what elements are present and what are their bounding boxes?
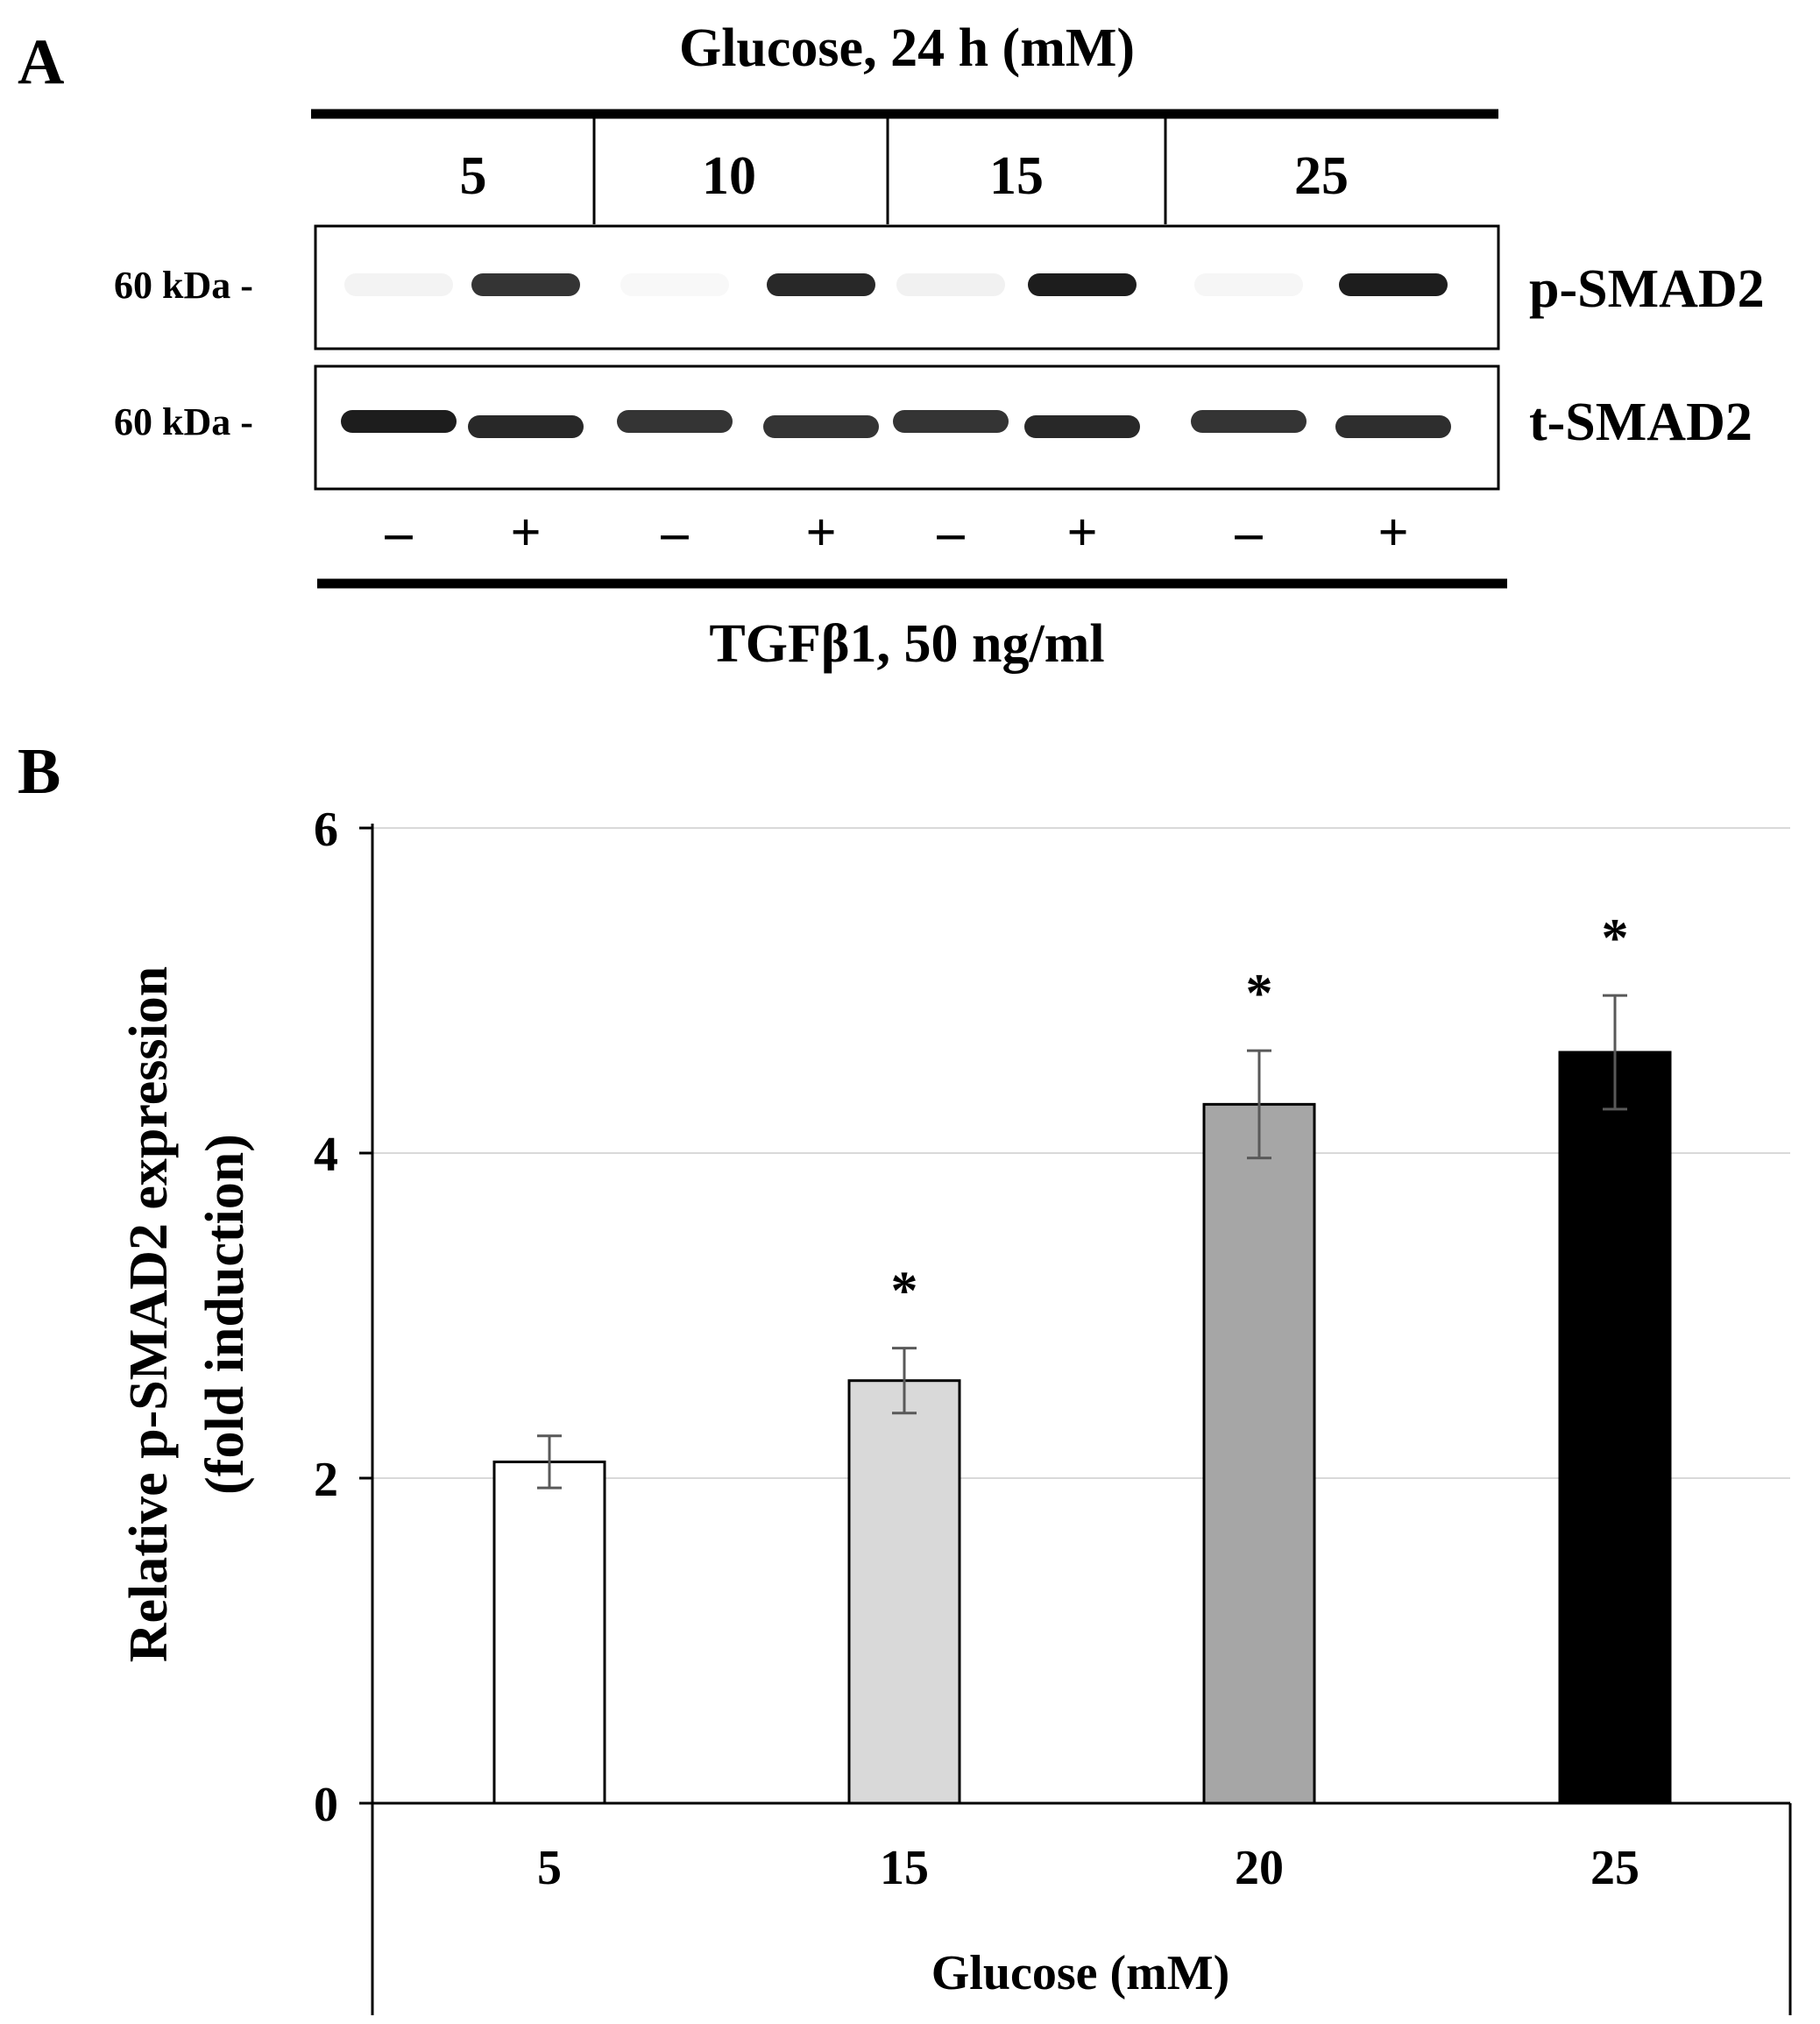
p-smad2-band (1194, 273, 1303, 296)
t-smad2-band (468, 415, 584, 438)
y-tick-label: 4 (314, 1128, 338, 1182)
t-smad2-band (341, 410, 457, 433)
p-smad2-band (1339, 273, 1448, 296)
x-tick-label: 20 (1235, 1841, 1284, 1895)
x-tick-label: 5 (537, 1841, 562, 1895)
y-tick-label: 0 (314, 1778, 338, 1832)
bar (847, 1379, 961, 1805)
row-1-marker: 60 kDa - (114, 264, 253, 307)
t-smad2-band (893, 410, 1009, 433)
glucose-group-label: 25 (1294, 146, 1349, 206)
glucose-group-label: 10 (702, 146, 756, 206)
p-smad2-band (471, 273, 580, 296)
significance-marker: * (1602, 909, 1629, 968)
tgf-sign: – (937, 503, 966, 563)
y-axis-title-line-1: Relative p-SMAD2 expression (119, 966, 179, 1662)
t-smad2-band (1024, 415, 1140, 438)
tgf-sign: – (1235, 503, 1264, 563)
x-axis-title: Glucose (mM) (931, 1946, 1230, 2000)
y-tick-label: 2 (314, 1453, 338, 1507)
tgf-title: TGFβ1, 50 ng/ml (709, 614, 1104, 674)
glucose-group-label: 15 (989, 146, 1044, 206)
row-1-protein-label: p-SMAD2 (1529, 259, 1765, 319)
panel-b-bar-chart: B 0 2 4 6 * * * 5 15 20 25 Glucose (mM) Relative… (18, 736, 1792, 2015)
t-smad2-bands (341, 410, 1451, 438)
t-smad2-band (1335, 415, 1451, 438)
tgf-sign: + (805, 503, 836, 563)
glucose-group-dividers (592, 114, 1167, 224)
t-smad2-band (1191, 410, 1307, 433)
panel-b-label: B (18, 736, 60, 808)
glucose-group-label: 5 (460, 146, 487, 206)
p-smad2-band (620, 273, 729, 296)
panel-a-western-blot: A Glucose, 24 h (mM) 5 10 15 25 60 kDa -… (18, 18, 1765, 674)
tgf-treatment-signs: – + – + – + – + (385, 503, 1409, 563)
tgf-sign: – (661, 503, 690, 563)
bars: * * * (492, 909, 1672, 1805)
glucose-group-labels: 5 10 15 25 (460, 146, 1349, 206)
bar (1558, 1051, 1672, 1805)
bar (492, 1460, 606, 1805)
x-tick-label: 25 (1590, 1841, 1639, 1895)
p-smad2-bands (344, 273, 1448, 296)
p-smad2-band (767, 273, 875, 296)
t-smad2-band (763, 415, 879, 438)
tgf-sign: + (510, 503, 541, 563)
tgf-sign: – (385, 503, 414, 563)
y-tick-label: 6 (314, 803, 338, 857)
glucose-title: Glucose, 24 h (mM) (679, 18, 1135, 78)
p-smad2-band (1028, 273, 1137, 296)
tgf-sign: + (1377, 503, 1408, 563)
significance-marker: * (1246, 964, 1273, 1023)
x-axis-tick-labels: 5 15 20 25 (537, 1841, 1639, 1895)
y-axis-title-line-2: (fold induction) (195, 1134, 255, 1495)
panel-a-label: A (18, 26, 64, 98)
row-2-protein-label: t-SMAD2 (1529, 393, 1753, 452)
row-2-marker: 60 kDa - (114, 400, 253, 443)
y-axis-ticks: 0 2 4 6 (314, 803, 372, 1832)
p-smad2-band (896, 273, 1005, 296)
tgf-sign: + (1066, 503, 1097, 563)
bar (1202, 1102, 1316, 1805)
t-smad2-band (617, 410, 733, 433)
p-smad2-band (344, 273, 453, 296)
gridlines (372, 827, 1790, 1479)
x-tick-label: 15 (880, 1841, 929, 1895)
significance-marker: * (891, 1262, 918, 1321)
